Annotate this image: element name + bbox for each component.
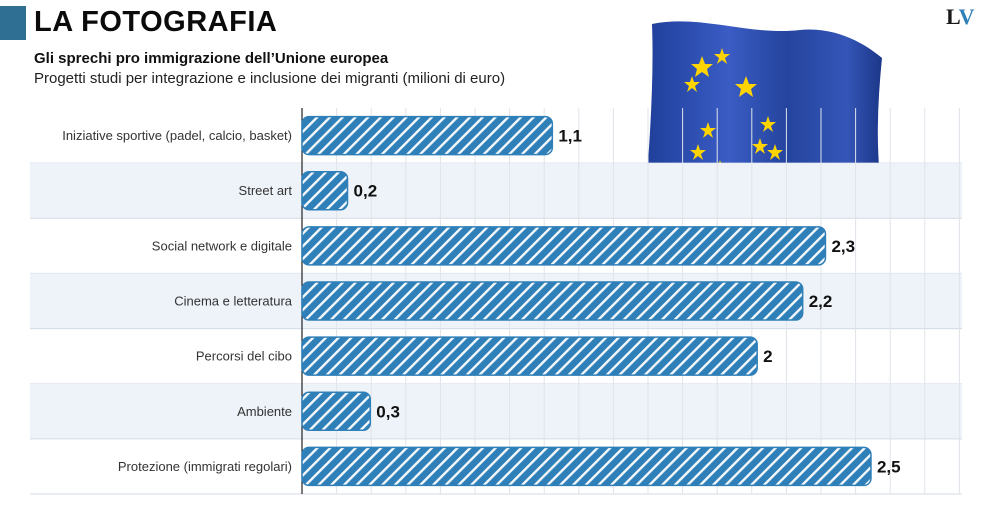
header-accent-block xyxy=(0,6,26,40)
category-label: Protezione (immigrati regolari) xyxy=(118,459,292,474)
category-label: Percorsi del cibo xyxy=(196,349,292,364)
value-label: 2,2 xyxy=(809,292,833,311)
value-label: 0,2 xyxy=(354,182,378,201)
value-label: 2,3 xyxy=(831,237,855,256)
category-label: Ambiente xyxy=(237,404,292,419)
bar xyxy=(301,226,827,266)
publisher-logo: LV xyxy=(946,4,975,29)
bar xyxy=(301,281,804,321)
category-label: Iniziative sportive (padel, calcio, bask… xyxy=(62,128,292,143)
value-label: 2 xyxy=(763,347,772,366)
flag-cloth xyxy=(646,21,882,188)
category-label: Cinema e letteratura xyxy=(174,294,293,309)
row-band xyxy=(30,163,962,219)
bar xyxy=(301,115,554,156)
category-label: Social network e digitale xyxy=(152,238,292,253)
flag-stars xyxy=(684,48,783,180)
row-band xyxy=(30,383,962,439)
page-title: LA FOTOGRAFIA xyxy=(34,6,278,38)
value-label: 1,1 xyxy=(558,127,582,146)
bar xyxy=(301,446,872,487)
value-label: 0,3 xyxy=(376,402,400,421)
category-label: Street art xyxy=(239,183,293,198)
bar xyxy=(301,170,349,211)
chart-subtitle: Progetti studi per integrazione e inclus… xyxy=(34,70,506,87)
value-label: 2,5 xyxy=(877,457,901,476)
bar xyxy=(301,391,372,432)
chart-title: Gli sprechi pro immigrazione dell’Unione… xyxy=(34,50,389,67)
bar xyxy=(301,336,758,376)
